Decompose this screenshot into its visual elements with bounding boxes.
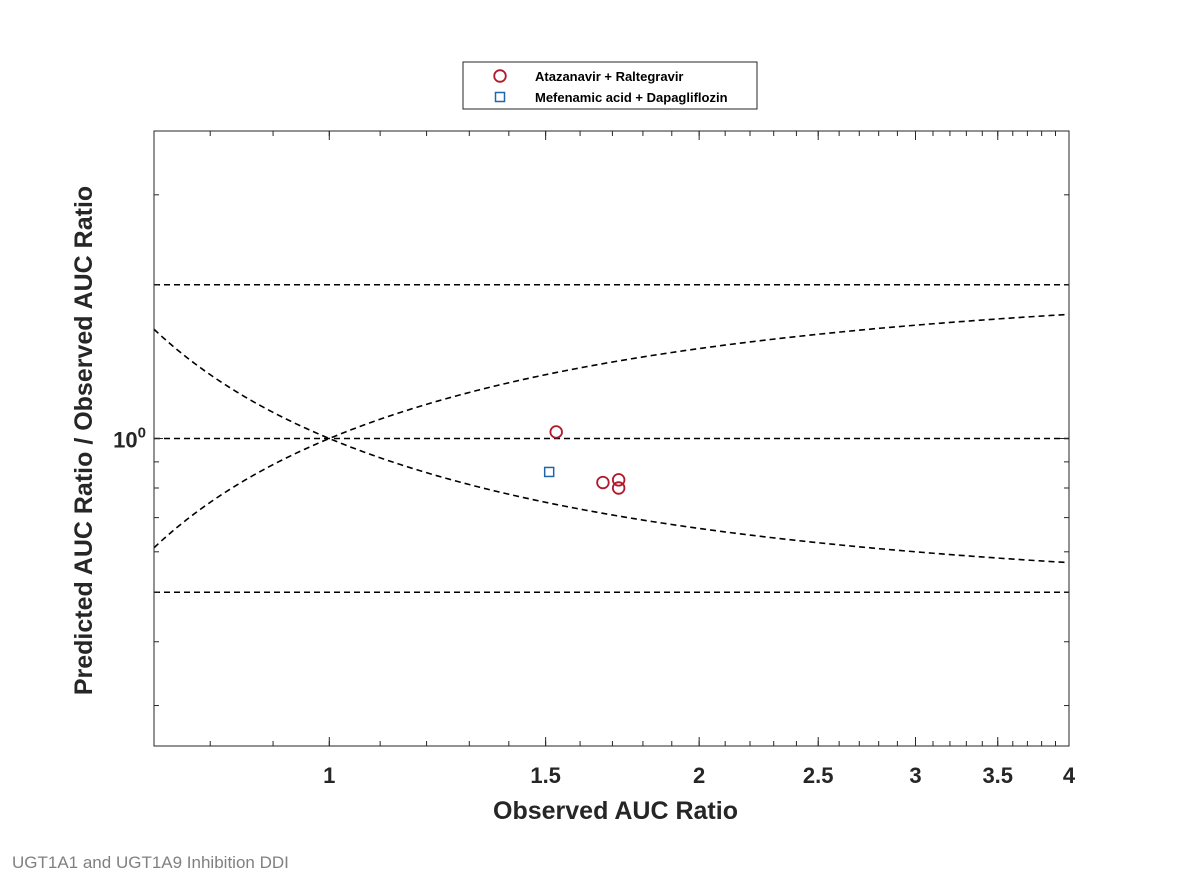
x-axis-label: Observed AUC Ratio	[493, 797, 738, 825]
y-tick-label: 100	[113, 425, 146, 453]
data-point-square	[543, 466, 555, 478]
x-tick-label: 3	[909, 763, 921, 788]
data-point-circle	[549, 425, 563, 439]
reference-lines	[154, 283, 1069, 594]
x-tick-label: 2	[693, 763, 705, 788]
x-tick-label: 1.5	[530, 763, 561, 788]
legend-label: Atazanavir + Raltegravir	[535, 69, 683, 84]
y-axis-label: Predicted AUC Ratio / Observed AUC Ratio	[70, 186, 98, 695]
x-tick-label: 3.5	[982, 763, 1013, 788]
guest-limit-upper	[154, 313, 1069, 439]
axis-labels: Observed AUC Ratio Predicted AUC Ratio / …	[70, 186, 738, 825]
legend-label: Mefenamic acid + Dapagliflozin	[535, 90, 728, 105]
plot-frame	[153, 130, 1070, 747]
legend-marker-square	[494, 91, 506, 103]
x-tick-label: 4	[1063, 763, 1076, 788]
data-point-circle	[596, 475, 610, 490]
x-tick-label: 1	[323, 763, 335, 788]
data-point-circle	[611, 481, 626, 495]
guest-limit-lower	[154, 438, 1069, 564]
legend-box	[462, 61, 758, 110]
data-point-circle	[611, 473, 626, 487]
figure-caption: UGT1A1 and UGT1A9 Inhibition DDI	[12, 853, 289, 872]
x-tick-label: 2.5	[803, 763, 834, 788]
legend-marker-circle	[493, 69, 507, 83]
axes: 1 1.5 2 2.5 3 3.5 4 100	[113, 130, 1076, 788]
data-points	[543, 425, 626, 495]
legend: Atazanavir + Raltegravir Mefenamic acid +…	[462, 61, 758, 110]
